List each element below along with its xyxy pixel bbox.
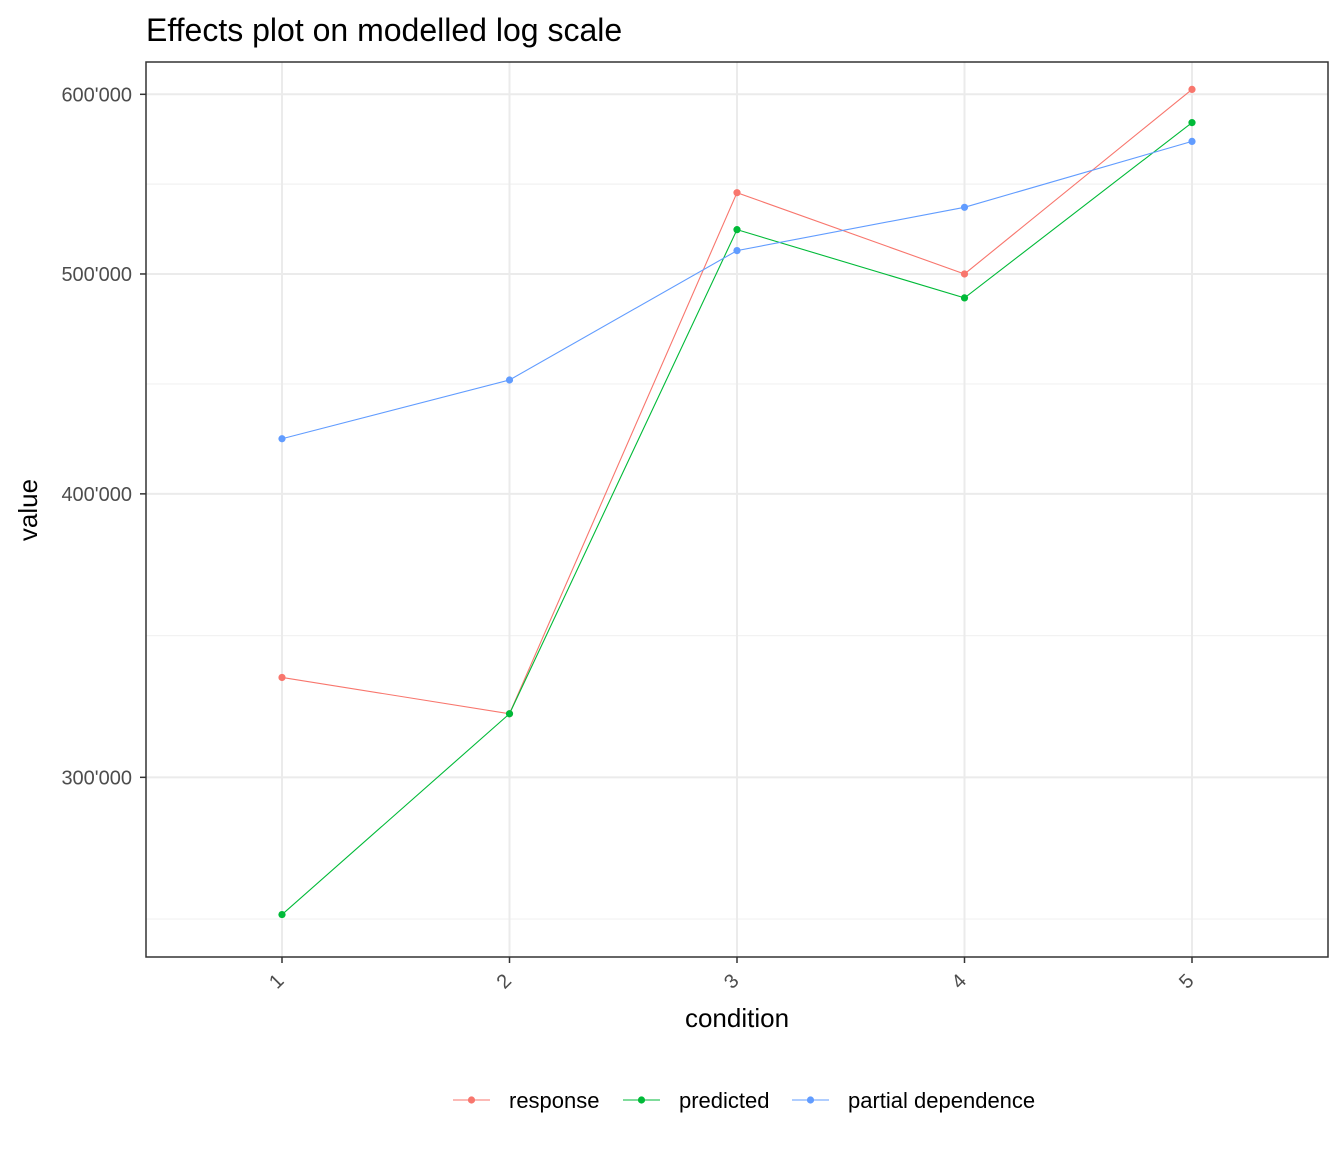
x-axis-title: condition [685, 1003, 789, 1033]
x-tick-label: 4 [948, 970, 971, 993]
y-tick-label: 400'000 [61, 484, 132, 506]
data-point-response [1188, 85, 1196, 93]
y-tick-label: 600'000 [61, 84, 132, 106]
legend-label: predicted [679, 1088, 770, 1113]
data-point-response [278, 673, 286, 682]
legend-key-point [467, 1096, 476, 1104]
legend-item-predicted: predicted [623, 1088, 770, 1113]
data-point-predicted [733, 226, 741, 234]
legend-item-partial-dependence: partial dependence [792, 1088, 1035, 1113]
data-point-predicted [505, 710, 514, 718]
x-tick-label: 3 [720, 970, 743, 993]
x-tick-label: 2 [493, 970, 516, 993]
data-point-partial-dependence [1188, 137, 1196, 146]
legend-key-point [806, 1096, 815, 1104]
legend-label: response [509, 1088, 600, 1113]
data-point-partial-dependence [960, 203, 969, 211]
y-axis-title: value [13, 479, 43, 541]
y-axis: 300'000 400'000 500'000 600'000 [61, 84, 146, 789]
data-point-predicted [278, 910, 286, 919]
y-tick-label: 500'000 [61, 264, 132, 286]
series-layer [278, 85, 1196, 919]
series-partial-dependence [278, 137, 1196, 443]
x-tick-label: 5 [1175, 970, 1198, 993]
series-predicted [278, 119, 1196, 919]
x-axis: 1 2 3 4 5 [265, 957, 1198, 993]
grid-major [146, 62, 1328, 957]
legend: response predicted partial dependence [453, 1088, 1035, 1113]
data-point-predicted [1188, 119, 1196, 127]
chart-title: Effects plot on modelled log scale [146, 12, 622, 48]
data-point-partial-dependence [278, 435, 286, 443]
y-tick-label: 300'000 [61, 767, 132, 789]
legend-item-response: response [453, 1088, 600, 1113]
data-point-response [733, 189, 741, 197]
data-point-partial-dependence [505, 376, 514, 384]
data-point-response [960, 270, 969, 278]
legend-label: partial dependence [848, 1088, 1035, 1113]
legend-key-point [637, 1096, 646, 1104]
data-point-partial-dependence [733, 247, 741, 255]
data-point-predicted [960, 294, 969, 302]
x-tick-label: 1 [265, 970, 288, 993]
